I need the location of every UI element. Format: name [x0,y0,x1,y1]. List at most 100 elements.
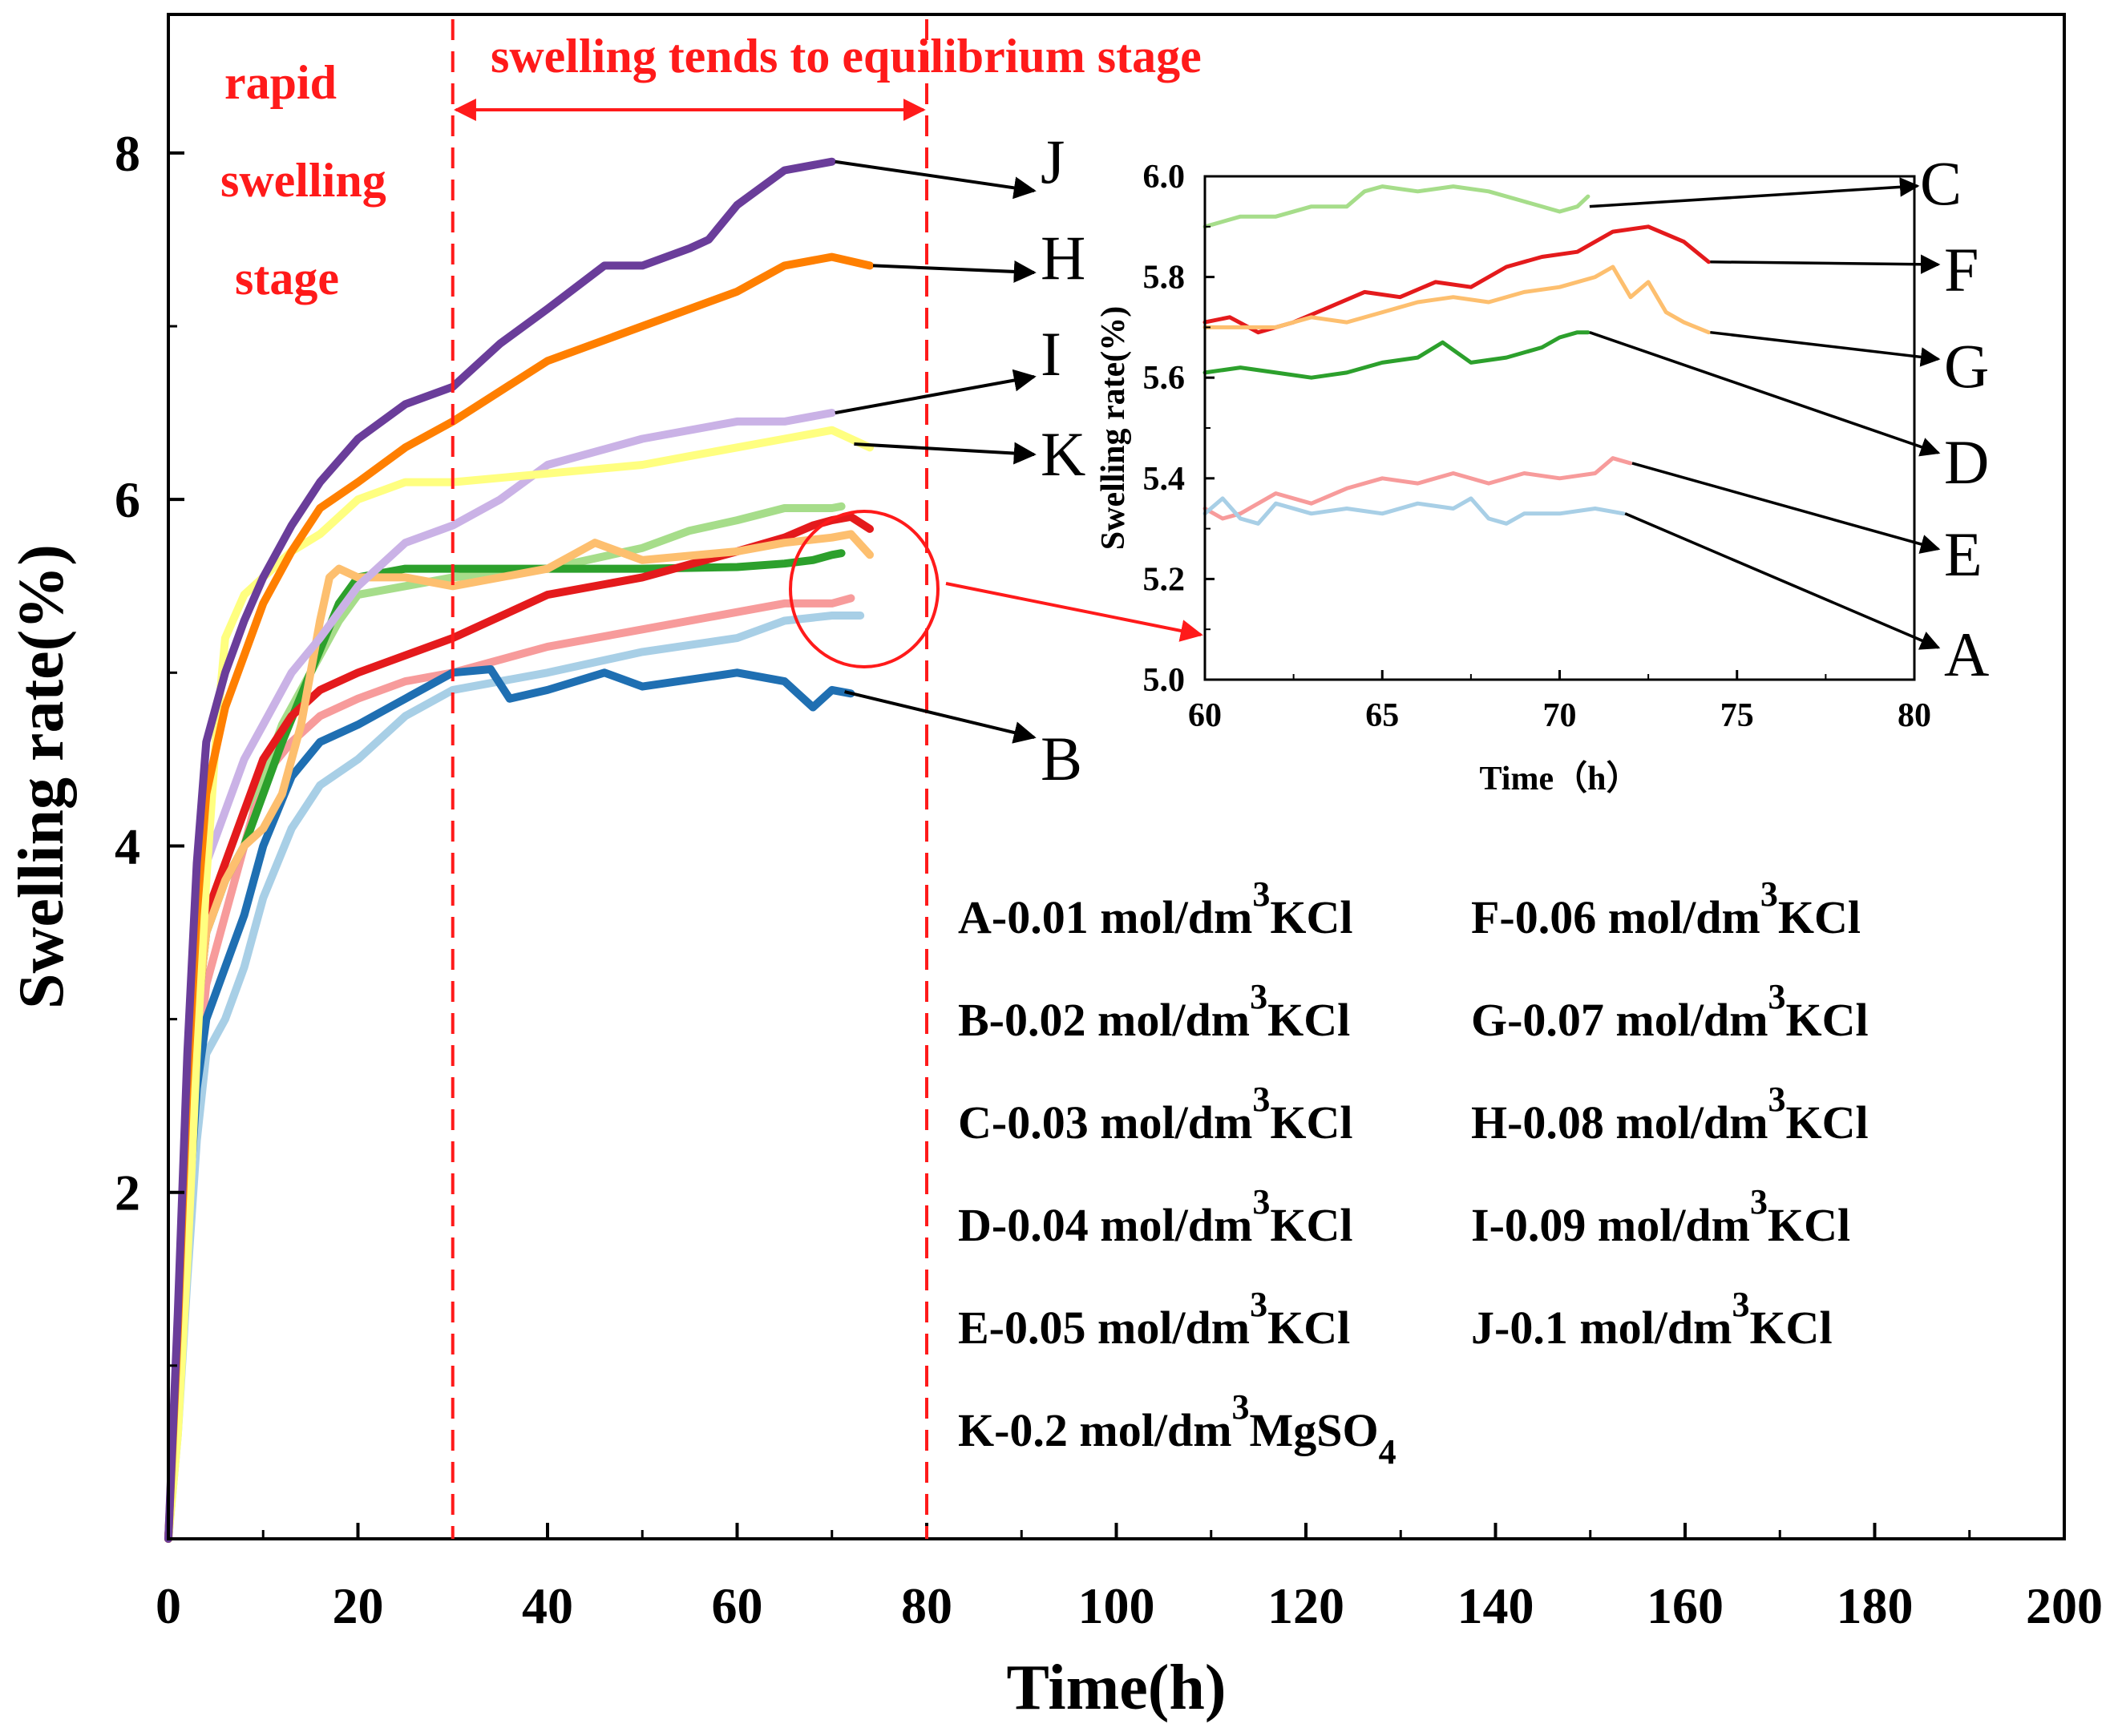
legend-superscript: 3 [1252,874,1270,914]
inset-x-tick-label: 60 [1188,697,1222,734]
main-y-tick-label: 4 [115,818,140,874]
legend-entry-prefix: H-0.08 mol/dm [1471,1096,1768,1149]
callout-arrow-H [872,260,1037,283]
inset-callout-arrow-F [1710,254,1941,274]
legend-entry-prefix: J-0.1 mol/dm [1471,1302,1732,1354]
legend-entry-prefix: B-0.02 mol/dm [958,994,1250,1046]
main-x-tick-label: 180 [1837,1577,1914,1634]
legend-entry-prefix: E-0.05 mol/dm [958,1302,1250,1354]
inset-x-ticks: 60 65 70 75 80 [1188,670,1931,734]
inset-x-tick-label: 75 [1720,697,1754,734]
inset-plot-frame [1203,175,1916,681]
inset-callout-label-F: F [1944,235,1979,305]
main-x-tick-label: 120 [1267,1577,1344,1634]
legend-entry-salt: KCl [1786,994,1869,1046]
main-series-H [164,252,874,1543]
callout-arrow-J [835,159,1037,200]
inset-callout-arrow-D [1589,331,1941,457]
main-y-axis-title: Swelling rate(%) [6,544,77,1009]
equilibrium-stage-label: swelling tends to equilibrium stage [491,30,1202,83]
rapid-stage-label-line1: rapid [224,56,337,109]
inset-series-C [1202,184,1590,229]
legend-entry: B-0.02 mol/dm3KCl [958,977,1350,1046]
callout-label-B: B [1041,724,1082,793]
inset-series-G [1202,264,1711,335]
main-series-F [164,512,874,1543]
inset-series-A [1202,496,1626,526]
main-series-D [164,549,846,1543]
legend-superscript: 3 [1252,1182,1270,1221]
legend-entry: E-0.05 mol/dm3KCl [958,1285,1350,1354]
inset-callout-arrow-G [1710,330,1941,367]
legend-entry-salt: KCl [1270,1096,1352,1149]
legend-entry: A-0.01 mol/dm3KCl [958,874,1352,943]
callout-label-I: I [1041,319,1061,389]
inset-callout-label-D: D [1944,427,1989,497]
callout-label-H: H [1041,223,1085,293]
inset-callout-arrow-C [1589,177,1920,208]
inset-callout-label-G: G [1944,331,1989,401]
legend-entry-salt: KCl [1267,1302,1350,1354]
legend-entry-salt: KCl [1749,1302,1832,1354]
legend-superscript: 3 [1250,977,1267,1016]
legend-entry-salt: MgSO [1250,1404,1379,1456]
inset-callout-arrow-A [1624,512,1941,650]
legend-entry-prefix: A-0.01 mol/dm [958,891,1252,943]
legend-superscript: 3 [1232,1387,1250,1427]
main-series-J [164,157,836,1543]
legend-subscript: 4 [1379,1432,1396,1472]
legend-entry-prefix: I-0.09 mol/dm [1471,1199,1750,1251]
legend-entry: C-0.03 mol/dm3KCl [958,1080,1352,1149]
main-x-tick-label: 0 [156,1577,181,1634]
main-axes: 0 20 40 60 80 100 120 140 160 180 200 2 4 6 8 Time(h)… [6,13,2103,1723]
inset-y-tick-label: 5.4 [1143,461,1186,498]
legend-entry: F-0.06 mol/dm3KCl [1471,874,1861,943]
inset-series-layer [1202,184,1711,526]
legend-superscript: 3 [1760,874,1778,914]
main-series-layer [164,157,874,1543]
callout-arrow-K [854,442,1037,465]
inset-callout-label-E: E [1944,519,1983,589]
inset-series-E [1202,456,1633,521]
inset-y-ticks: 5.0 5.2 5.4 5.6 5.8 6.0 [1143,159,1215,699]
callout-label-K: K [1041,419,1085,489]
main-series-K [164,426,874,1543]
legend-entry-prefix: D-0.04 mol/dm [958,1199,1252,1251]
callout-arrow-B [844,690,1037,744]
legend-entry-salt: KCl [1270,1199,1352,1251]
inset-callout-label-A: A [1944,620,1989,689]
main-series-I [164,409,836,1543]
rapid-stage-label-line3: stage [235,252,339,305]
legend-entry-salt: KCl [1778,891,1861,943]
callout-label-J: J [1041,127,1065,196]
inset-y-tick-label: 5.2 [1143,561,1186,598]
inset-series-F [1202,224,1711,335]
legend-entry-salt: KCl [1768,1199,1850,1251]
zoom-arrow [945,582,1203,642]
legend-superscript: 3 [1768,1080,1786,1119]
inset-axes: 60 65 70 75 80 5.0 5.2 5.4 5.6 5.8 6.0 Time（h） Sw… [1095,159,1931,797]
inset-x-tick-label: 70 [1543,697,1577,734]
main-x-tick-label: 160 [1647,1577,1724,1634]
zoom-region-ellipse [789,510,940,668]
legend-superscript: 3 [1250,1285,1267,1324]
legend-entry: G-0.07 mol/dm3KCl [1471,977,1869,1046]
legend-entry: J-0.1 mol/dm3KCl [1471,1285,1833,1354]
legend-entry-prefix: C-0.03 mol/dm [958,1096,1252,1149]
legend-entry-prefix: K-0.2 mol/dm [958,1404,1232,1456]
inset-callout-label-C: C [1920,148,1962,218]
legend-entry: D-0.04 mol/dm3KCl [958,1182,1352,1251]
zoom-indicator [789,510,1203,668]
inset-x-axis-title: Time（h） [1480,760,1640,797]
main-y-tick-label: 6 [115,471,140,528]
main-x-tick-label: 200 [2026,1577,2103,1634]
callout-arrow-I [835,369,1037,415]
main-x-tick-label: 60 [712,1577,763,1634]
legend-entry-salt: KCl [1786,1096,1869,1149]
main-x-tick-label: 140 [1457,1577,1534,1634]
stage-annotations: rapid swelling stage swelling tends to e… [220,19,1202,1539]
inset-y-tick-label: 5.0 [1143,662,1186,699]
main-x-tick-label: 80 [901,1577,952,1634]
